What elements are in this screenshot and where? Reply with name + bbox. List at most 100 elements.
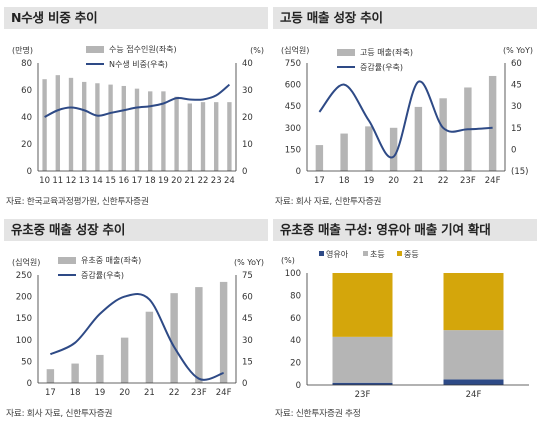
bar-15 <box>108 84 113 171</box>
bar-20 <box>174 96 179 171</box>
bar-24 <box>227 102 232 171</box>
bar-17 <box>46 369 55 383</box>
bar-18 <box>340 133 348 171</box>
left-tick-label: 80 <box>21 59 32 69</box>
chart-panel-n-students: N수생 비중 추이 (만명) (%) 0 20 40 60 80 0 10 20 30 40 10 11 1… <box>4 7 268 212</box>
bar-14 <box>95 83 100 171</box>
right-tick-label: 45 <box>511 81 522 91</box>
right-tick-label: 0 <box>511 145 516 155</box>
right-axis-unit: (% YoY) <box>234 258 264 267</box>
x-tick-label: 22 <box>169 388 180 398</box>
bar-23F <box>195 287 203 383</box>
x-tick-label: 22 <box>438 176 449 186</box>
left-tick-label: 20 <box>21 140 32 150</box>
bar-19 <box>365 126 373 171</box>
left-tick-label: 0 <box>27 167 32 177</box>
chart-panel-k9-mix: 유초중 매출 구성: 영유아 매출 기여 확대 (%) 0 20 40 60 80 100 2… <box>273 219 537 424</box>
x-tick-label: 24F <box>216 388 232 398</box>
chart-title: 고등 매출 성장 추이 <box>273 7 537 29</box>
x-tick-label: 23 <box>211 176 222 186</box>
x-tick-label: 18 <box>339 176 350 186</box>
bar-21 <box>414 106 423 171</box>
legend-label: 영유아 <box>326 249 349 259</box>
legend-label: N수생 비중(우축) <box>109 59 168 69</box>
bar-20 <box>120 337 129 383</box>
left-tick-label: 150 <box>285 145 301 155</box>
right-axis-unit: (% YoY) <box>503 46 533 55</box>
right-tick-label: (15) <box>511 167 528 177</box>
x-tick-label: 19 <box>363 176 374 186</box>
left-tick-label: 300 <box>285 124 301 134</box>
legend-label: 유초중 매출(좌축) <box>81 255 141 265</box>
right-tick-label: 0 <box>242 167 247 177</box>
left-tick-label: 0 <box>296 381 301 391</box>
x-tick-label: 12 <box>66 176 77 186</box>
x-tick-label: 11 <box>52 176 63 186</box>
x-tick-label: 23F <box>460 176 476 186</box>
x-tick-label: 13 <box>79 176 90 186</box>
x-tick-label: 19 <box>158 176 169 186</box>
bar-23 <box>214 102 219 171</box>
left-tick-label: 80 <box>290 291 301 301</box>
right-tick-label: 20 <box>242 113 253 123</box>
bar-21 <box>145 311 154 383</box>
legend-swatch <box>319 251 324 256</box>
x-tick-label: 24F <box>466 390 482 400</box>
bar-17 <box>134 88 140 171</box>
right-tick-label: 30 <box>242 336 253 346</box>
legend-swatch-bar <box>58 257 76 264</box>
left-tick-label: 0 <box>27 379 32 389</box>
left-tick-label: 50 <box>21 357 32 367</box>
x-tick-label: 21 <box>144 388 155 398</box>
legend-swatch <box>363 251 368 256</box>
x-tick-label: 24F <box>485 176 501 186</box>
chart-panel-high-school-sales: 고등 매출 성장 추이 (십억원) (% YoY) 0 150 300 450 600 750… <box>273 7 537 212</box>
bar-19 <box>161 91 166 171</box>
legend-label: 고등 매출(좌축) <box>360 47 413 57</box>
x-tick-label: 20 <box>388 176 399 186</box>
left-tick-label: 100 <box>16 336 32 346</box>
stack-segment-영유아-24F <box>443 379 504 385</box>
bar-16 <box>121 85 126 171</box>
right-tick-label: 30 <box>511 102 522 112</box>
left-tick-label: 20 <box>290 359 301 369</box>
right-tick-label: 45 <box>242 314 253 324</box>
legend-label: 초등 <box>370 250 385 259</box>
x-tick-label: 24 <box>224 176 235 186</box>
x-tick-label: 21 <box>184 176 195 186</box>
source-note: 자료: 회사 자료, 신한투자증권 <box>275 197 382 207</box>
left-tick-label: 200 <box>16 293 32 303</box>
right-tick-label: 40 <box>242 59 253 69</box>
right-tick-label: 15 <box>242 357 253 367</box>
x-tick-label: 16 <box>118 176 129 186</box>
left-tick-label: 0 <box>296 167 301 177</box>
chart-title: 유초중 매출 구성: 영유아 매출 기여 확대 <box>273 219 537 241</box>
bar-17 <box>315 145 324 171</box>
x-tick-label: 21 <box>413 176 424 186</box>
left-tick-label: 40 <box>290 336 301 346</box>
legend-label: 증감률(우축) <box>360 62 403 72</box>
left-tick-label: 750 <box>285 59 301 69</box>
bar-13 <box>82 81 87 171</box>
line-series <box>49 292 224 381</box>
left-tick-label: 450 <box>285 102 301 112</box>
left-axis-unit: (십억원) <box>12 257 40 267</box>
bar-18 <box>148 91 153 171</box>
right-tick-label: 60 <box>511 59 522 69</box>
right-axis-unit: (%) <box>250 46 264 55</box>
x-tick-label: 18 <box>145 176 156 186</box>
chart-high-school-sales: (십억원) (% YoY) 0 150 300 450 600 750 (15) 0 15 30 45 6… <box>281 45 533 186</box>
x-tick-label: 18 <box>70 388 81 398</box>
left-axis-unit: (십억원) <box>281 45 309 55</box>
bar-22 <box>170 293 178 383</box>
right-tick-label: 15 <box>511 124 522 134</box>
left-tick-label: 600 <box>285 81 301 91</box>
x-tick-label: 19 <box>94 388 105 398</box>
bar-12 <box>68 77 74 171</box>
x-tick-label: 22 <box>198 176 209 186</box>
x-tick-label: 14 <box>92 176 103 186</box>
bar-24F <box>219 281 228 383</box>
x-tick-label: 10 <box>39 176 50 186</box>
bar-11 <box>55 75 60 171</box>
bar-22 <box>439 98 447 171</box>
